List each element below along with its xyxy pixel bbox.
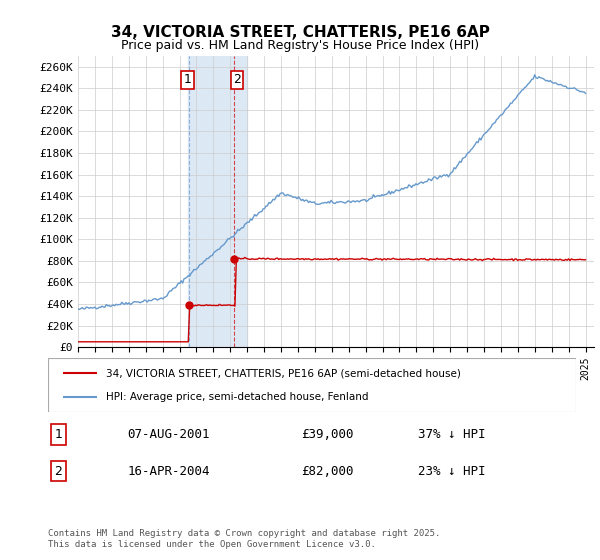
Text: 34, VICTORIA STREET, CHATTERIS, PE16 6AP (semi-detached house): 34, VICTORIA STREET, CHATTERIS, PE16 6AP…	[106, 368, 461, 379]
Text: Contains HM Land Registry data © Crown copyright and database right 2025.
This d: Contains HM Land Registry data © Crown c…	[48, 529, 440, 549]
Text: 34, VICTORIA STREET, CHATTERIS, PE16 6AP: 34, VICTORIA STREET, CHATTERIS, PE16 6AP	[110, 25, 490, 40]
Text: 23% ↓ HPI: 23% ↓ HPI	[418, 464, 485, 478]
Text: 2: 2	[55, 464, 62, 478]
Text: £39,000: £39,000	[301, 428, 354, 441]
Bar	[188, 56, 247, 347]
Text: Price paid vs. HM Land Registry's House Price Index (HPI): Price paid vs. HM Land Registry's House …	[121, 39, 479, 52]
Text: HPI: Average price, semi-detached house, Fenland: HPI: Average price, semi-detached house,…	[106, 391, 368, 402]
FancyBboxPatch shape	[48, 358, 576, 412]
Text: 07-AUG-2001: 07-AUG-2001	[127, 428, 210, 441]
Text: 37% ↓ HPI: 37% ↓ HPI	[418, 428, 485, 441]
Text: 1: 1	[55, 428, 62, 441]
Text: 1: 1	[184, 73, 191, 86]
Text: £82,000: £82,000	[301, 464, 354, 478]
Text: 2: 2	[233, 73, 241, 86]
Text: 16-APR-2004: 16-APR-2004	[127, 464, 210, 478]
